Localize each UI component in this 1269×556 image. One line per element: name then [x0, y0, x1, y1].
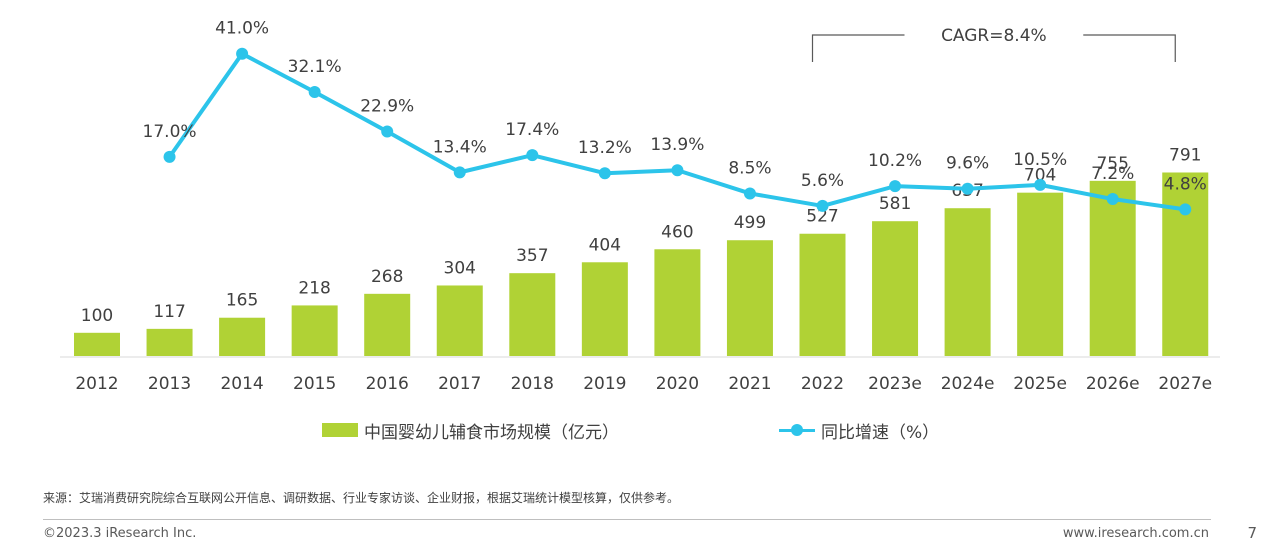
cagr-label: CAGR=8.4% — [941, 26, 1047, 46]
copyright-text: ©2023.3 iResearch Inc. — [43, 526, 197, 541]
x-tick-label-2012: 2012 — [75, 374, 118, 394]
x-tick-label-2021: 2021 — [728, 374, 771, 394]
growth-point-2025e — [1034, 178, 1047, 191]
growth-line-path — [167, 51, 1186, 212]
legend-bar-label: 中国婴幼儿辅食市场规模（亿元） — [364, 422, 619, 443]
bar-2013 — [146, 328, 193, 356]
growth-label-2024e: 9.6% — [946, 154, 989, 174]
bar-2026e — [1089, 180, 1136, 356]
bar-value-label-2016: 268 — [371, 267, 403, 287]
x-tick-label-2024e: 2024e — [941, 374, 995, 394]
bar-value-label-2012: 100 — [81, 306, 113, 326]
bar-value-label-2013: 117 — [153, 302, 185, 322]
bar-2020 — [654, 249, 701, 356]
legend-line-swatch — [779, 423, 815, 437]
growth-point-2019 — [598, 167, 611, 180]
bar-2022 — [799, 233, 846, 356]
cagr-annotation: CAGR=8.4% — [811, 26, 1176, 62]
growth-point-2017 — [453, 166, 466, 179]
growth-label-2027e: 4.8% — [1164, 174, 1207, 194]
x-tick-label-2013: 2013 — [148, 374, 191, 394]
x-tick-label-2020: 2020 — [656, 374, 699, 394]
bar-value-label-2023e: 581 — [879, 194, 911, 214]
growth-label-2017: 13.4% — [433, 137, 487, 157]
x-tick-label-2014: 2014 — [220, 374, 263, 394]
cagr-bracket-right — [1083, 34, 1176, 62]
x-tick-label-2015: 2015 — [293, 374, 336, 394]
growth-point-2026e — [1106, 193, 1119, 206]
growth-point-2022 — [816, 199, 829, 212]
x-tick-label-2019: 2019 — [583, 374, 626, 394]
bar-value-label-2014: 165 — [226, 291, 258, 311]
bar-2025e — [1017, 192, 1064, 356]
bar-value-labels: 1001171652182683043574044604995275816377… — [81, 145, 1202, 325]
bar-value-label-2027e: 791 — [1169, 145, 1201, 165]
growth-point-2021 — [743, 187, 756, 200]
legend-bar-swatch — [322, 423, 358, 437]
bar-value-label-2020: 460 — [661, 222, 693, 242]
bar-2027e — [1162, 172, 1209, 356]
bar-2015 — [291, 305, 338, 356]
legend-line-label: 同比增速（%） — [821, 422, 940, 443]
growth-line-series: 17.0% 41.0% 32.1% 22.9% 13.4% 17.4% 13.2% 13.9%… — [143, 19, 1207, 216]
growth-point-2023e — [889, 180, 902, 193]
growth-point-2020 — [671, 164, 684, 177]
x-tick-label-2026e: 2026e — [1086, 374, 1140, 394]
growth-label-2016: 22.9% — [360, 97, 414, 117]
growth-label-2013: 17.0% — [143, 122, 197, 142]
x-tick-label-2018: 2018 — [511, 374, 554, 394]
growth-point-2018 — [526, 149, 539, 162]
bar-2023e — [872, 221, 919, 356]
x-tick-label-2022: 2022 — [801, 374, 844, 394]
growth-label-2023e: 10.2% — [868, 151, 922, 171]
bar-value-label-2015: 218 — [298, 278, 330, 298]
bar-2021 — [726, 240, 773, 356]
source-note: 来源：艾瑞消费研究院综合互联网公开信息、调研数据、行业专家访谈、企业财报，根据艾… — [43, 491, 680, 505]
bar-2018 — [509, 273, 556, 356]
bar-value-label-2022: 527 — [806, 207, 838, 227]
growth-label-2019: 13.2% — [578, 138, 632, 158]
bar-2024e — [944, 208, 991, 356]
bar-value-label-2021: 499 — [734, 213, 766, 233]
growth-point-2013 — [163, 150, 176, 163]
growth-label-2014: 41.0% — [215, 19, 269, 39]
x-tick-label-2025e: 2025e — [1013, 374, 1067, 394]
combo-chart: 1001171652182683043574044604995275816377… — [60, 19, 1220, 394]
growth-point-2014 — [236, 47, 249, 60]
bar-value-label-2018: 357 — [516, 246, 548, 266]
bar-2012 — [74, 332, 120, 356]
legend-item-growth: 同比增速（%） — [779, 418, 939, 443]
growth-point-2016 — [381, 125, 394, 138]
growth-label-2025e: 10.5% — [1013, 150, 1067, 170]
bar-series — [74, 172, 1209, 356]
bar-2017 — [436, 285, 483, 356]
bar-2014 — [219, 317, 266, 356]
growth-label-2022: 5.6% — [801, 171, 844, 191]
growth-point-2015 — [308, 85, 321, 98]
legend-item-market-size: 中国婴幼儿辅食市场规模（亿元） — [322, 418, 619, 443]
x-tick-label-2017: 2017 — [438, 374, 481, 394]
growth-point-2024e — [961, 182, 974, 195]
growth-point-2027e — [1179, 203, 1192, 216]
cagr-bracket-left — [811, 34, 905, 62]
bar-value-label-2019: 404 — [589, 235, 621, 255]
bar-value-label-2026e: 755 — [1096, 154, 1128, 174]
website-link[interactable]: www.iresearch.com.cn — [1062, 526, 1209, 541]
legend: 中国婴幼儿辅食市场规模（亿元） 同比增速（%） — [322, 417, 1099, 443]
growth-label-2026e: 7.2% — [1091, 164, 1134, 184]
footer-divider — [43, 519, 1211, 520]
x-tick-label-2016: 2016 — [366, 374, 409, 394]
bar-2019 — [581, 262, 628, 356]
growth-label-2015: 32.1% — [288, 57, 342, 77]
growth-label-2018: 17.4% — [505, 120, 559, 140]
growth-label-2020: 13.9% — [650, 135, 704, 155]
x-axis-ticks: 2012 2013 2014 2015 2016 2017 2018 2019 2020 2021… — [75, 374, 1212, 394]
growth-label-2021: 8.5% — [728, 158, 771, 178]
bar-value-label-2017: 304 — [444, 258, 476, 278]
bar-2016 — [364, 293, 411, 356]
x-tick-label-2023e: 2023e — [868, 374, 922, 394]
page-number: 7 — [1247, 524, 1257, 542]
bar-value-label-2025e: 704 — [1024, 166, 1056, 186]
x-tick-label-2027e: 2027e — [1158, 374, 1212, 394]
